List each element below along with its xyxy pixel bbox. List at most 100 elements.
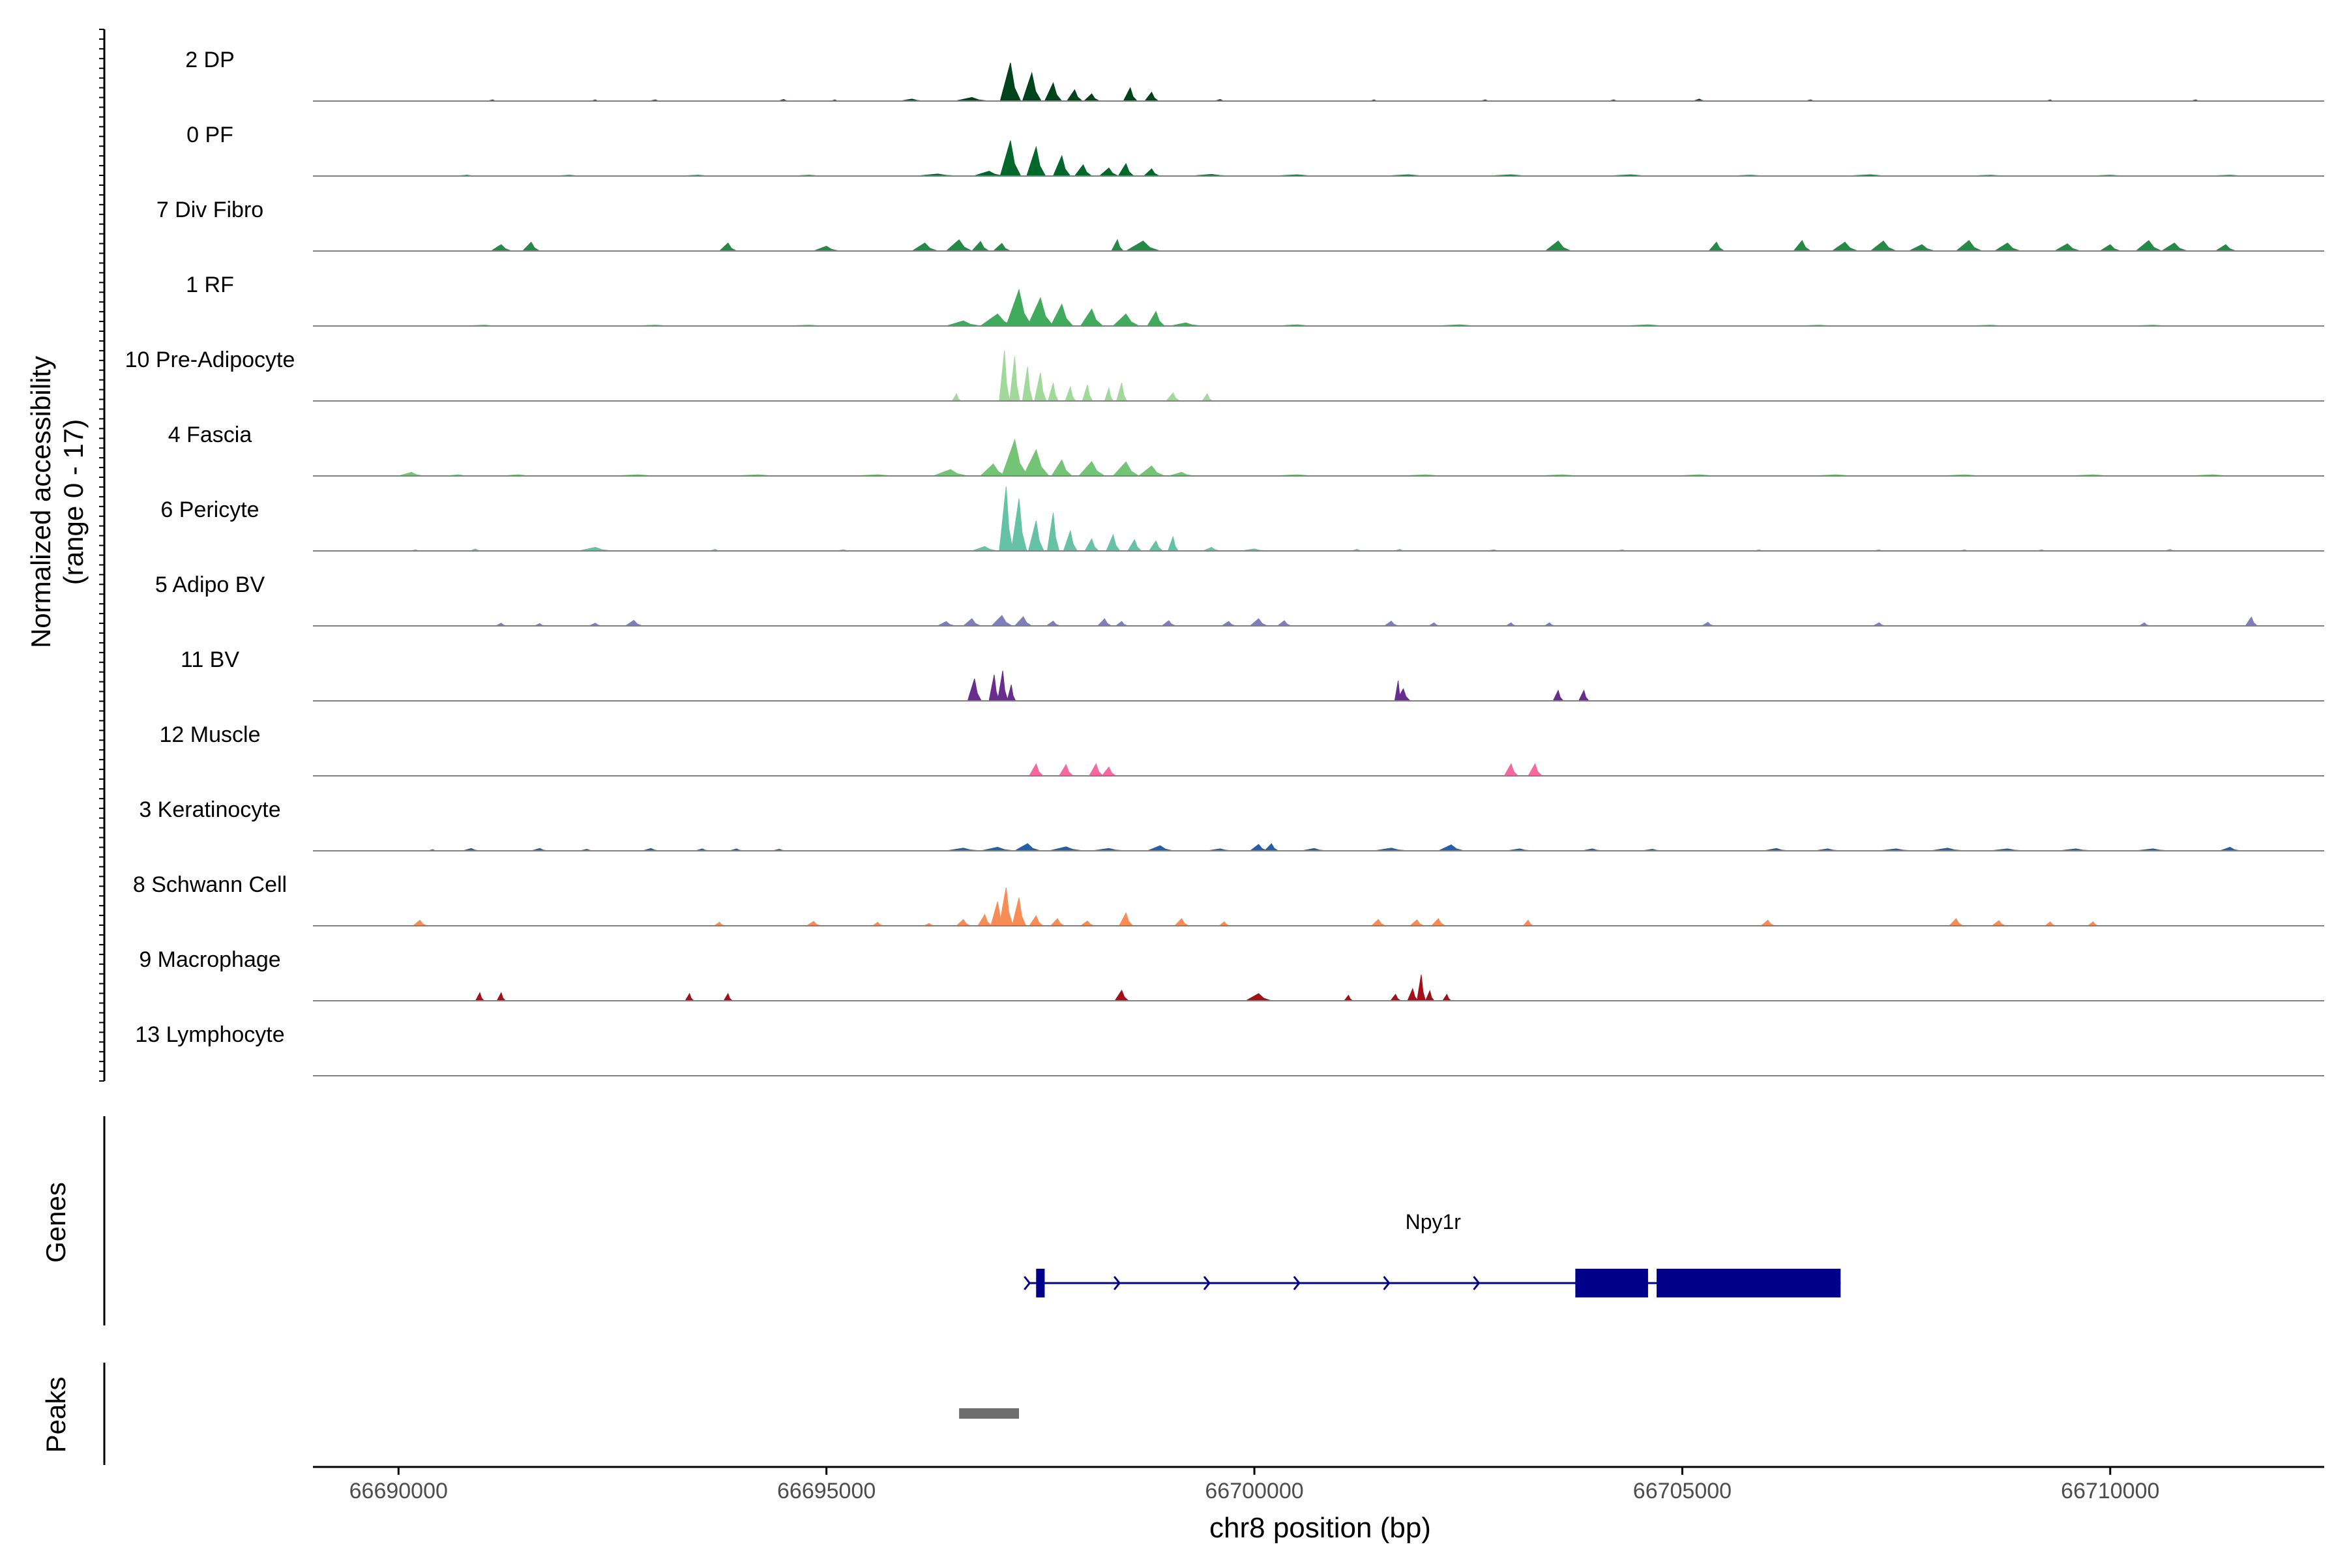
- coverage-peak: [1869, 240, 1897, 252]
- track-12-muscle: 12 Muscle: [160, 722, 2324, 777]
- coverage-peak: [718, 242, 737, 252]
- coverage-peak: [1026, 145, 1046, 177]
- coverage-peak: [1022, 449, 1050, 477]
- coverage-peak: [805, 921, 821, 926]
- coverage-peak: [1343, 994, 1354, 1001]
- coverage-peak: [412, 919, 427, 926]
- coverage-peak: [1022, 366, 1033, 402]
- coverage-peak: [990, 615, 1014, 627]
- coverage-peak: [1138, 465, 1165, 477]
- track-0-pf: 0 PF: [186, 123, 2324, 177]
- track-label: 2 DP: [185, 48, 235, 72]
- coverage-peak: [911, 242, 938, 252]
- x-axis-group: 66690000 66695000 66700000 66705000 66710000: [313, 1466, 2324, 1503]
- coverage-peak: [1052, 155, 1071, 177]
- gene-exon: [1036, 1269, 1045, 1297]
- track-label: 3 Keratinocyte: [139, 797, 280, 822]
- coverage-peak: [971, 546, 998, 552]
- track-label: 10 Pre-Adipocyte: [125, 348, 295, 372]
- track-label: 12 Muscle: [160, 722, 261, 747]
- strand-arrow-icon: [1113, 1276, 1121, 1290]
- coverage-peak: [1277, 620, 1292, 627]
- coverage-peak: [999, 140, 1022, 177]
- coverage-peak: [955, 919, 972, 926]
- track-10-pre-adipocyte: 10 Pre-Adipocyte: [125, 348, 2324, 402]
- track-label: 8 Schwann Cell: [133, 872, 287, 897]
- coverage-peak: [2134, 240, 2162, 252]
- coverage-peak: [1116, 383, 1128, 402]
- coverage-peak: [2160, 242, 2188, 252]
- track-label: 7 Div Fibro: [156, 198, 263, 222]
- coverage-peak: [1760, 919, 1775, 926]
- coverage-peak: [1009, 357, 1020, 402]
- coverage-peak: [1441, 994, 1453, 1001]
- gene-name-label: Npy1r: [1406, 1210, 1462, 1234]
- coverage-peak: [1046, 512, 1060, 552]
- gene-exon: [1575, 1269, 1648, 1297]
- genes-track-label: Genes: [40, 1182, 71, 1263]
- coverage-peak: [1160, 620, 1176, 627]
- track-2-dp: 2 DP: [185, 48, 2324, 102]
- track-4-fascia: 4 Fascia: [168, 422, 2324, 477]
- coverage-peak: [1165, 392, 1181, 402]
- coverage-peak: [1048, 383, 1059, 402]
- coverage-peak: [1114, 621, 1128, 627]
- coverage-peak: [1005, 288, 1033, 327]
- coverage-peak: [1050, 459, 1073, 477]
- coverage-peak: [1044, 81, 1063, 102]
- coverage-peak: [1409, 919, 1424, 926]
- coverage-peak: [999, 887, 1014, 926]
- coverage-peak: [1202, 392, 1214, 402]
- coverage-peak: [999, 486, 1014, 552]
- coverage-peak: [1174, 918, 1190, 926]
- coverage-peak: [1112, 461, 1140, 477]
- coverage-peak: [685, 992, 695, 1001]
- coverage-peak: [1552, 689, 1565, 702]
- track-label: 4 Fascia: [168, 422, 252, 447]
- coverage-peak: [1147, 310, 1166, 327]
- coverage-peak: [1991, 920, 2006, 926]
- coverage-peak: [951, 392, 962, 402]
- coverage-peak: [1110, 239, 1125, 252]
- coverage-peak: [933, 469, 968, 477]
- track-7-div-fibro: 7 Div Fibro: [156, 198, 2324, 252]
- coverage-peak: [999, 63, 1022, 102]
- y-axis-group: [99, 29, 106, 1082]
- coverage-peak: [1027, 297, 1054, 327]
- coverage-peak: [1028, 763, 1044, 777]
- coverage-peak: [1503, 763, 1519, 777]
- x-tick-label: 66700000: [1205, 1479, 1303, 1503]
- coverage-peak: [1118, 911, 1134, 926]
- coverage-peak: [1099, 167, 1119, 177]
- track-9-macrophage: 9 Macrophage: [139, 947, 2324, 1001]
- coverage-peak: [977, 913, 993, 926]
- coverage-peak: [1084, 538, 1100, 552]
- coverage-peak: [1143, 168, 1160, 177]
- y-axis-label-line1: Normalized accessibility: [25, 356, 56, 648]
- coverage-peak: [937, 621, 955, 627]
- strand-arrow-icon: [1473, 1276, 1481, 1290]
- coverage-peak: [1383, 620, 1398, 627]
- peaks-track-label: Peaks: [40, 1377, 71, 1453]
- coverage-peak: [1050, 918, 1066, 926]
- genes-group: Npy1r: [103, 1116, 1841, 1325]
- coverage-peak: [2099, 244, 2121, 252]
- track-label: 9 Macrophage: [139, 947, 280, 972]
- coverage-peak: [1082, 385, 1093, 402]
- gene-exon: [1657, 1269, 1841, 1297]
- coverage-peak: [1028, 915, 1044, 926]
- coverage-peak: [1249, 844, 1267, 851]
- coverage-peak: [1220, 621, 1236, 627]
- x-tick-label: 66695000: [777, 1479, 876, 1503]
- strand-arrow-icon: [1203, 1276, 1211, 1290]
- coverage-peak: [813, 246, 840, 252]
- coverage-peak: [1244, 993, 1272, 1001]
- coverage-peak: [1707, 241, 1726, 252]
- coverage-peak: [1148, 540, 1164, 552]
- called-peak: [959, 1408, 1020, 1419]
- coverage-peak: [1123, 87, 1138, 102]
- coverage-peak: [1793, 239, 1812, 252]
- coverage-peak: [1080, 920, 1095, 926]
- coverage-peak: [1544, 240, 1572, 252]
